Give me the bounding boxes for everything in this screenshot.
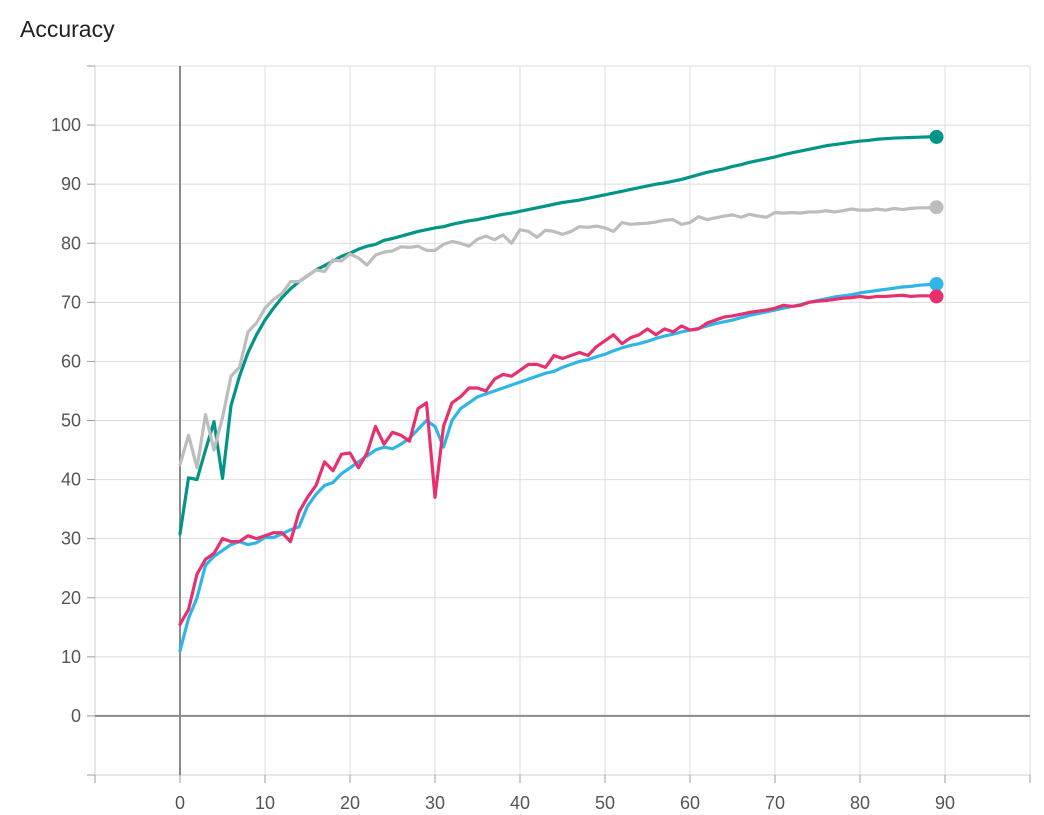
- axes: [87, 65, 1031, 783]
- y-tick-label: 100: [51, 115, 81, 135]
- x-tick-label: 60: [680, 793, 700, 813]
- y-tick-label: 60: [61, 351, 81, 371]
- x-tick-label: 70: [765, 793, 785, 813]
- series-line-2: [178, 282, 939, 653]
- y-tick-label: 30: [61, 529, 81, 549]
- series-lines: [178, 129, 944, 653]
- tick-labels: 0 10 20 30 40 50 60 70 80 90 100 0 10 20 30 40 50 60 70 80 9…: [51, 115, 955, 813]
- x-tick-label: 50: [595, 793, 615, 813]
- y-tick-label: 20: [61, 588, 81, 608]
- y-tick-label: 90: [61, 174, 81, 194]
- series-end-marker-3: [929, 289, 944, 304]
- x-tick-label: 80: [850, 793, 870, 813]
- y-tick-label: 70: [61, 292, 81, 312]
- series-line-3: [178, 293, 939, 626]
- x-tick-label: 90: [935, 793, 955, 813]
- x-tick-label: 30: [425, 793, 445, 813]
- series-line-0: [178, 135, 939, 536]
- chart-title: Accuracy: [20, 16, 115, 42]
- x-tick-label: 20: [340, 793, 360, 813]
- series-line-1: [178, 205, 939, 470]
- series-end-marker-1: [929, 200, 944, 215]
- y-tick-label: 40: [61, 470, 81, 490]
- x-tick-label: 0: [175, 793, 185, 813]
- y-tick-label: 50: [61, 411, 81, 431]
- y-tick-label: 10: [61, 647, 81, 667]
- x-tick-label: 40: [510, 793, 530, 813]
- y-tick-label: 80: [61, 233, 81, 253]
- grid: [94, 65, 1031, 776]
- x-tick-label: 10: [255, 793, 275, 813]
- y-tick-label: 0: [71, 706, 81, 726]
- series-end-marker-2: [929, 277, 944, 292]
- series-end-marker-0: [929, 129, 944, 144]
